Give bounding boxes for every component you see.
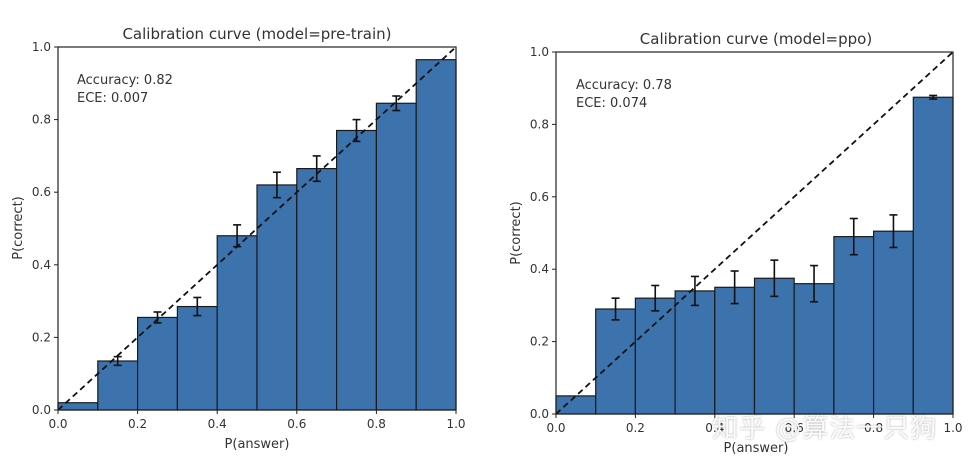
bar [176, 305, 218, 411]
y-tick-label: 0.8 [32, 113, 51, 127]
y-tick-label: 0.0 [32, 403, 51, 417]
error-bar [312, 155, 321, 183]
x-tick-label: 0.2 [128, 417, 147, 431]
chart-ppo: Calibration curve (model=ppo) 0.0 0.2 0.4 0… [509, 30, 963, 456]
error-bar [889, 214, 898, 249]
y-axis-label: P(correct) [11, 196, 26, 260]
ece-text: ECE: 0.074 [576, 96, 647, 111]
x-tick-label: 0.6 [785, 421, 804, 435]
stats-annotation: Accuracy: 0.78 ECE: 0.074 [576, 78, 672, 111]
error-bar [929, 94, 938, 100]
y-tick-label: 0.2 [32, 330, 51, 344]
bar [674, 290, 716, 415]
bar [137, 316, 179, 411]
y-tick-label: 0.6 [530, 190, 549, 204]
x-axis-label: P(answer) [724, 441, 789, 456]
accuracy-text: Accuracy: 0.82 [77, 73, 173, 88]
bar [872, 230, 914, 415]
x-tick-label: 0.0 [48, 417, 67, 431]
bar [793, 283, 835, 415]
bar [753, 277, 795, 415]
y-axis-label: P(correct) [509, 201, 524, 265]
x-tick-label: 0.0 [546, 421, 565, 435]
x-tick-label: 0.4 [705, 421, 724, 435]
error-bar [849, 217, 858, 256]
x-tick-label: 0.8 [367, 417, 386, 431]
bar [216, 235, 258, 411]
ece-text: ECE: 0.007 [77, 91, 148, 106]
x-tick-label: 1.0 [943, 421, 962, 435]
error-bar [770, 259, 779, 298]
x-tick-label: 0.6 [287, 417, 306, 431]
x-axis-label: P(answer) [225, 437, 290, 452]
bar [57, 402, 99, 411]
x-tick-label: 0.8 [864, 421, 883, 435]
x-tick-label: 1.0 [446, 417, 465, 431]
x-tick-label: 0.2 [626, 421, 645, 435]
y-tick-label: 0.8 [530, 117, 549, 131]
chart-pretrain: Calibration curve (model=pre-train) 0.0 0… [11, 25, 466, 452]
error-bar [193, 296, 202, 317]
y-tick-label: 0.6 [32, 185, 51, 199]
error-bar [392, 95, 401, 112]
bar [714, 286, 756, 415]
bar [375, 102, 417, 411]
error-bar [730, 270, 739, 305]
bar [415, 59, 457, 411]
chart-title: Calibration curve (model=ppo) [640, 30, 872, 48]
y-tick-label: 1.0 [530, 45, 549, 59]
x-tick-label: 0.4 [208, 417, 227, 431]
y-tick-label: 0.0 [530, 407, 549, 421]
bar [912, 96, 954, 415]
error-bar [690, 275, 699, 307]
bar [555, 395, 597, 415]
bar [296, 168, 338, 411]
axes-frame [555, 51, 954, 415]
error-bar [272, 171, 281, 199]
stats-annotation: Accuracy: 0.82 ECE: 0.007 [77, 73, 173, 106]
plot-area: 0.0 0.2 0.4 0.6 0.8 1.0 0.0 0.2 0.4 0.6 0.8 1.0 [32, 40, 466, 431]
watermark: 知乎 @算法一只狗 [712, 414, 938, 444]
error-bar [611, 297, 620, 321]
bar [595, 308, 637, 415]
bar [256, 184, 298, 411]
y-tick-label: 0.2 [530, 335, 549, 349]
plot-area: 0.0 0.2 0.4 0.6 0.8 1.0 0.0 0.2 0.4 0.6 0.8 1.0 [530, 45, 963, 435]
error-bar [810, 264, 819, 303]
y-tick-label: 0.4 [32, 258, 51, 272]
chart-title: Calibration curve (model=pre-train) [122, 25, 391, 43]
y-tick-label: 1.0 [32, 40, 51, 54]
axes-frame [57, 46, 457, 411]
error-bar [651, 284, 660, 312]
y-tick-label: 0.4 [530, 262, 549, 276]
accuracy-text: Accuracy: 0.78 [576, 78, 672, 93]
bar [833, 236, 875, 415]
bar [634, 297, 676, 415]
bar [336, 129, 378, 411]
